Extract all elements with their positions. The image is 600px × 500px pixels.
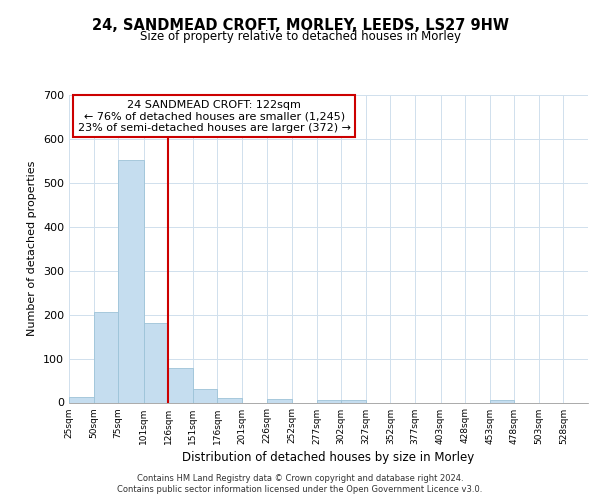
Text: 24 SANDMEAD CROFT: 122sqm
← 76% of detached houses are smaller (1,245)
23% of se: 24 SANDMEAD CROFT: 122sqm ← 76% of detac… — [78, 100, 351, 133]
Y-axis label: Number of detached properties: Number of detached properties — [28, 161, 37, 336]
Text: Contains public sector information licensed under the Open Government Licence v3: Contains public sector information licen… — [118, 485, 482, 494]
X-axis label: Distribution of detached houses by size in Morley: Distribution of detached houses by size … — [182, 450, 475, 464]
Text: Contains HM Land Registry data © Crown copyright and database right 2024.: Contains HM Land Registry data © Crown c… — [137, 474, 463, 483]
Bar — [94, 312, 118, 402]
Text: 24, SANDMEAD CROFT, MORLEY, LEEDS, LS27 9HW: 24, SANDMEAD CROFT, MORLEY, LEEDS, LS27 … — [91, 18, 509, 32]
Bar — [69, 397, 94, 402]
Bar — [118, 160, 144, 402]
Bar — [144, 324, 168, 402]
Bar — [317, 400, 341, 402]
Text: Size of property relative to detached houses in Morley: Size of property relative to detached ho… — [139, 30, 461, 43]
Bar — [217, 398, 242, 402]
Bar — [168, 368, 193, 402]
Bar — [266, 399, 292, 402]
Bar — [193, 390, 217, 402]
Bar — [490, 400, 514, 402]
Bar — [341, 400, 366, 402]
